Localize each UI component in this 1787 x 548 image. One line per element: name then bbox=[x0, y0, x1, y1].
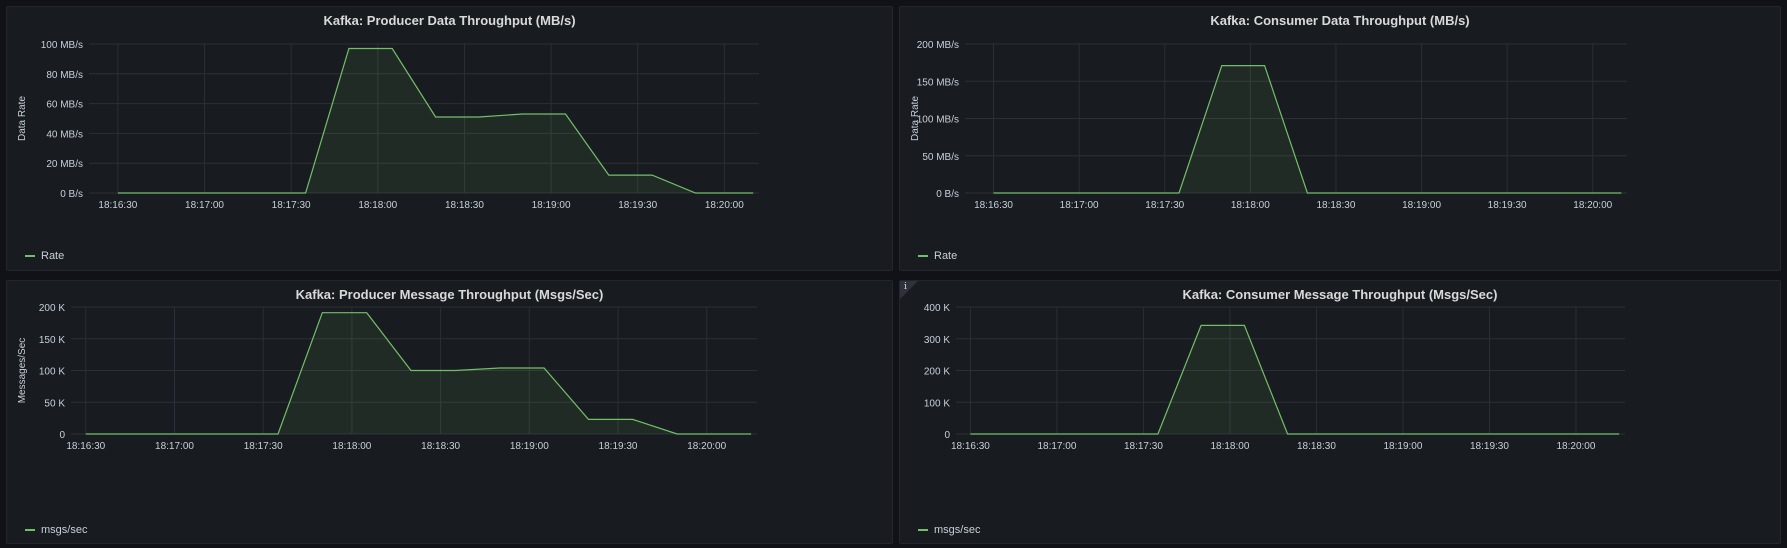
legend-label: msgs/sec bbox=[41, 524, 87, 536]
y-axis-label: Data Rate bbox=[910, 96, 921, 141]
panel-consumer-data: Kafka: Consumer Data Throughput (MB/s) 0… bbox=[899, 6, 1781, 271]
x-tick-label: 18:17:00 bbox=[1060, 200, 1099, 211]
x-tick-label: 18:18:30 bbox=[1297, 441, 1336, 452]
legend-item[interactable]: msgs/sec bbox=[25, 524, 87, 536]
y-tick-label: 200 MB/s bbox=[917, 40, 959, 51]
y-tick-label: 200 K bbox=[924, 367, 950, 378]
series-line bbox=[994, 66, 1622, 193]
x-tick-label: 18:20:00 bbox=[1557, 441, 1596, 452]
legend-color-swatch bbox=[918, 529, 928, 531]
x-tick-label: 18:18:30 bbox=[445, 200, 484, 211]
x-tick-label: 18:16:30 bbox=[98, 200, 137, 211]
x-tick-label: 18:17:30 bbox=[272, 200, 311, 211]
x-tick-label: 18:19:00 bbox=[510, 441, 549, 452]
y-tick-label: 100 K bbox=[39, 367, 65, 378]
x-tick-label: 18:19:30 bbox=[618, 200, 657, 211]
y-tick-label: 50 MB/s bbox=[922, 152, 959, 163]
legend-label: msgs/sec bbox=[934, 524, 980, 536]
panel-producer-data: Kafka: Producer Data Throughput (MB/s) 0… bbox=[6, 6, 893, 271]
y-tick-label: 20 MB/s bbox=[46, 159, 83, 170]
x-tick-label: 18:16:30 bbox=[951, 441, 990, 452]
x-tick-label: 18:18:30 bbox=[421, 441, 460, 452]
y-tick-label: 60 MB/s bbox=[46, 100, 83, 111]
x-tick-label: 18:17:00 bbox=[155, 441, 194, 452]
x-tick-label: 18:17:00 bbox=[185, 200, 224, 211]
x-tick-label: 18:19:00 bbox=[532, 200, 571, 211]
y-tick-label: 200 K bbox=[39, 303, 65, 314]
y-tick-label: 0 B/s bbox=[936, 189, 959, 200]
x-tick-label: 18:18:00 bbox=[332, 441, 371, 452]
y-tick-label: 150 MB/s bbox=[917, 77, 959, 88]
y-tick-label: 0 B/s bbox=[60, 189, 83, 200]
x-tick-label: 18:19:30 bbox=[599, 441, 638, 452]
x-tick-label: 18:17:30 bbox=[1145, 200, 1184, 211]
legend-label: Rate bbox=[934, 250, 957, 262]
y-tick-label: 50 K bbox=[44, 398, 65, 409]
x-tick-label: 18:18:00 bbox=[1210, 441, 1249, 452]
y-tick-label: 0 bbox=[59, 430, 65, 441]
y-tick-label: 100 K bbox=[924, 398, 950, 409]
chart-consumer-data: 0 B/s 50 MB/s 100 MB/s 150 MB/s 200 MB/s 18:1… bbox=[900, 7, 1782, 272]
series-area bbox=[86, 313, 751, 434]
legend-color-swatch bbox=[25, 529, 35, 531]
legend-item[interactable]: Rate bbox=[25, 250, 64, 262]
legend-color-swatch bbox=[25, 255, 35, 257]
legend-item[interactable]: msgs/sec bbox=[918, 524, 980, 536]
x-tick-label: 18:17:30 bbox=[1124, 441, 1163, 452]
x-tick-label: 18:20:00 bbox=[687, 441, 726, 452]
y-axis-label: Messages/Sec bbox=[17, 338, 28, 404]
y-axis-label: Data Rate bbox=[17, 96, 28, 141]
panel-consumer-msg: i Kafka: Consumer Message Throughput (Ms… bbox=[899, 280, 1781, 544]
y-tick-label: 150 K bbox=[39, 335, 65, 346]
y-tick-label: 100 MB/s bbox=[41, 40, 83, 51]
y-tick-label: 40 MB/s bbox=[46, 129, 83, 140]
y-tick-label: 80 MB/s bbox=[46, 70, 83, 81]
chart-consumer-msg: 0 100 K 200 K 300 K 400 K 18:16:30 18:17:00 18:… bbox=[900, 281, 1782, 545]
x-tick-label: 18:20:00 bbox=[705, 200, 744, 211]
y-tick-label: 400 K bbox=[924, 303, 950, 314]
series-line bbox=[970, 325, 1619, 434]
x-tick-label: 18:19:00 bbox=[1383, 441, 1422, 452]
panel-producer-msg: Kafka: Producer Message Throughput (Msgs… bbox=[6, 280, 893, 544]
x-tick-label: 18:18:30 bbox=[1316, 200, 1355, 211]
x-tick-label: 18:18:00 bbox=[358, 200, 397, 211]
x-tick-label: 18:17:30 bbox=[244, 441, 283, 452]
y-tick-label: 0 bbox=[944, 430, 950, 441]
x-tick-label: 18:16:30 bbox=[974, 200, 1013, 211]
x-tick-label: 18:19:30 bbox=[1470, 441, 1509, 452]
chart-producer-data: 0 B/s 20 MB/s 40 MB/s 60 MB/s 80 MB/s 100 MB/… bbox=[7, 7, 894, 272]
legend-item[interactable]: Rate bbox=[918, 250, 957, 262]
chart-producer-msg: 0 50 K 100 K 150 K 200 K 18:16:30 18:17:00 18:1… bbox=[7, 281, 894, 545]
legend-color-swatch bbox=[918, 255, 928, 257]
series-area bbox=[118, 49, 753, 194]
y-tick-label: 300 K bbox=[924, 335, 950, 346]
legend-label: Rate bbox=[41, 250, 64, 262]
x-tick-label: 18:19:30 bbox=[1488, 200, 1527, 211]
x-tick-label: 18:16:30 bbox=[66, 441, 105, 452]
y-tick-label: 100 MB/s bbox=[917, 115, 959, 126]
x-tick-label: 18:17:00 bbox=[1037, 441, 1076, 452]
series-area bbox=[994, 66, 1622, 193]
series-area bbox=[970, 325, 1619, 434]
x-tick-label: 18:20:00 bbox=[1573, 200, 1612, 211]
x-tick-label: 18:18:00 bbox=[1231, 200, 1270, 211]
x-tick-label: 18:19:00 bbox=[1402, 200, 1441, 211]
